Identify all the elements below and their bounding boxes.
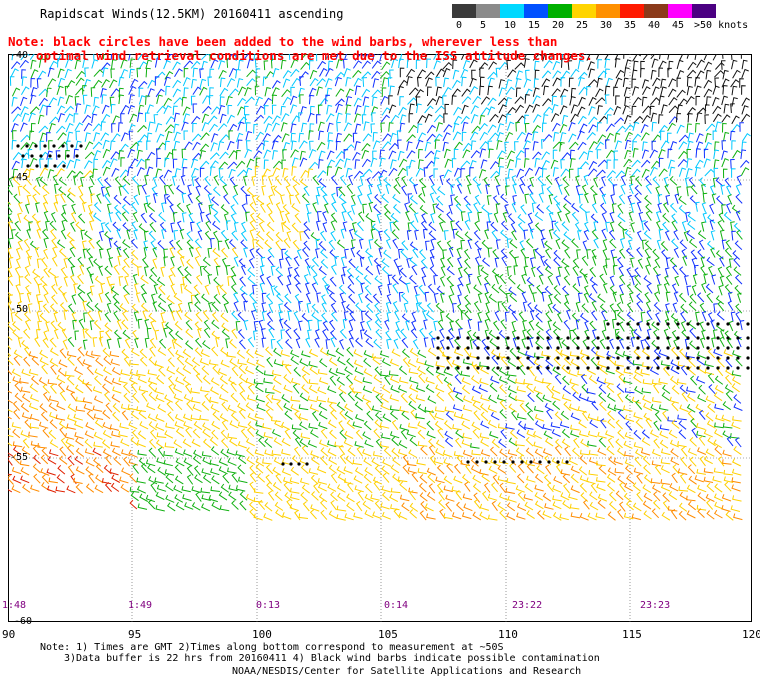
lon-label-90: 90: [2, 628, 16, 641]
legend-label: 40: [648, 20, 661, 31]
wind-map: [1, 49, 752, 622]
legend-swatch: [452, 4, 476, 18]
lon-label-110: 110: [498, 628, 518, 641]
legend-swatch: [572, 4, 596, 18]
lat-label-50: -50: [10, 304, 29, 315]
legend-swatch: [644, 4, 668, 18]
footer-note-line1: Note: 1) Times are GMT 2)Times along bot…: [40, 642, 504, 653]
time-label: 23:23: [640, 600, 671, 611]
lon-label-95: 95: [128, 628, 142, 641]
legend-label: 0: [456, 20, 463, 31]
lat-label-55: -55: [10, 452, 29, 463]
attitude-note-line1: Note: black circles have been added to t…: [8, 34, 558, 49]
time-label: 0:13: [256, 600, 281, 611]
wind-barbs: [1, 49, 751, 521]
legend-swatch: [596, 4, 620, 18]
legend-label: 15: [528, 20, 541, 31]
legend-swatch: [500, 4, 524, 18]
legend-swatch: [476, 4, 500, 18]
legend-label: 35: [624, 20, 637, 31]
lon-label-115: 115: [622, 628, 642, 641]
legend-label: 20: [552, 20, 565, 31]
lat-label-40: -40: [10, 50, 29, 61]
legend-swatch: [548, 4, 572, 18]
lat-label-45: -45: [10, 172, 29, 183]
lon-label-120: 120: [742, 628, 760, 641]
legend-label: 45: [672, 20, 685, 31]
legend-label: >50 knots: [694, 20, 749, 31]
map-title: Rapidscat Winds(12.5KM) 20160411 ascendi…: [40, 7, 344, 21]
wind-barb-field: [1, 49, 752, 622]
lat-label-60: -60: [14, 616, 33, 627]
legend-label: 30: [600, 20, 613, 31]
contamination-markers: [16, 144, 750, 466]
legend-swatch: [524, 4, 548, 18]
legend-label: 25: [576, 20, 589, 31]
legend-swatch: [620, 4, 644, 18]
legend-swatch: [692, 4, 716, 18]
time-label: 1:49: [128, 600, 153, 611]
footer-credit: NOAA/NESDIS/Center for Satellite Applica…: [232, 666, 582, 677]
time-label: 23:22: [512, 600, 543, 611]
legend-label: 5: [480, 20, 487, 31]
legend-label: 10: [504, 20, 517, 31]
time-label: 0:14: [384, 600, 409, 611]
legend-swatch: [668, 4, 692, 18]
time-label: 1:48: [2, 600, 27, 611]
map-frame: [8, 54, 752, 622]
lon-label-100: 100: [252, 628, 272, 641]
attitude-note-line2: optimal wind retrieval conditions are me…: [36, 48, 593, 63]
lon-label-105: 105: [378, 628, 398, 641]
footer-note-line2: 3)Data buffer is 22 hrs from 20160411 4)…: [64, 653, 600, 664]
